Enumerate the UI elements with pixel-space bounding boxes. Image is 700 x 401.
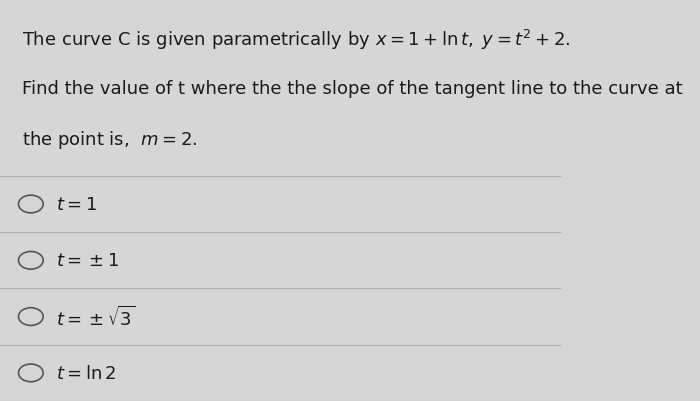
Text: $t = 1$: $t = 1$ bbox=[56, 196, 97, 213]
Text: $t = \pm 1$: $t = \pm 1$ bbox=[56, 252, 119, 269]
Text: The curve C is given parametrically by $x = 1 + \ln t,\; y = t^2 + 2$.: The curve C is given parametrically by $… bbox=[22, 28, 571, 52]
Text: the point is,  $m = 2$.: the point is, $m = 2$. bbox=[22, 128, 197, 150]
Text: Find the value of t where the the slope of the tangent line to the curve at: Find the value of t where the the slope … bbox=[22, 80, 683, 98]
Text: $t = \pm\sqrt{3}$: $t = \pm\sqrt{3}$ bbox=[56, 305, 136, 329]
Text: $t = \ln 2$: $t = \ln 2$ bbox=[56, 364, 116, 382]
